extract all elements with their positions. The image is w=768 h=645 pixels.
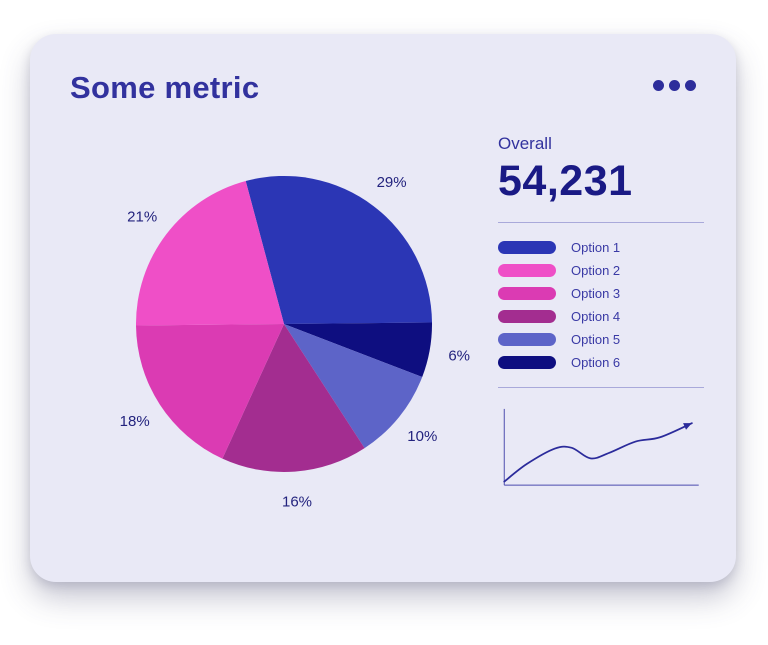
legend-swatch — [498, 287, 556, 301]
pie-percent-label-option-4: 16% — [282, 494, 312, 511]
overall-label: Overall — [498, 134, 552, 153]
overall-value: 54,231 — [498, 157, 633, 205]
legend-item-option-4[interactable]: Option 4 — [498, 309, 704, 324]
menu-dot — [653, 80, 664, 91]
card-header: Some metric — [70, 70, 696, 106]
legend-swatch — [498, 310, 556, 324]
pie-slice-option-3[interactable] — [136, 324, 284, 459]
legend-item-option-2[interactable]: Option 2 — [498, 263, 704, 278]
legend-swatch — [498, 264, 556, 278]
legend-label: Option 5 — [571, 332, 621, 348]
trend-arrow-icon — [683, 423, 692, 431]
trend-sparkline — [498, 405, 704, 491]
legend-label: Option 4 — [571, 309, 621, 325]
pie-slice-option-1[interactable] — [245, 175, 432, 324]
pie-slice-option-4[interactable] — [222, 324, 365, 473]
legend-label: Option 2 — [571, 263, 621, 279]
divider — [498, 387, 704, 389]
legend-swatch — [498, 356, 556, 370]
pie-percent-label-option-1: 29% — [377, 174, 407, 191]
menu-dot — [669, 80, 680, 91]
legend-item-option-5[interactable]: Option 5 — [498, 332, 704, 347]
legend-swatch — [498, 241, 556, 255]
overflow-menu-icon[interactable] — [653, 70, 696, 101]
divider — [498, 222, 704, 224]
legend-label: Option 6 — [571, 355, 621, 371]
legend-label: Option 3 — [571, 286, 621, 302]
trend-line — [503, 422, 693, 483]
menu-dot — [685, 80, 696, 91]
legend: Option 1 Option 2 Option 3 Option 4 Option 5… — [498, 240, 704, 370]
legend-item-option-3[interactable]: Option 3 — [498, 286, 704, 301]
legend-swatch — [498, 333, 556, 347]
pie-percent-label-option-3: 18% — [120, 413, 150, 430]
pie-chart: 29% 6% 10% 16% 18% 21% — [70, 122, 498, 530]
pie-slice-option-5[interactable] — [284, 324, 423, 449]
pie-percent-label-option-5: 10% — [407, 428, 437, 445]
legend-item-option-1[interactable]: Option 1 — [498, 240, 704, 255]
pie-percent-label-option-6: 6% — [448, 348, 470, 365]
pie-percent-label-option-2: 21% — [127, 208, 157, 225]
legend-label: Option 1 — [571, 240, 621, 256]
metric-card: Some metric 29% 6% 10% 16% 18% 21% Overall 54… — [30, 34, 736, 582]
card-body: 29% 6% 10% 16% 18% 21% Overall 54,231 Option … — [70, 112, 704, 530]
pie-slice-option-6[interactable] — [284, 322, 433, 378]
card-title: Some metric — [70, 70, 260, 105]
legend-item-option-6[interactable]: Option 6 — [498, 355, 704, 370]
pie-slice-option-2[interactable] — [135, 181, 284, 326]
